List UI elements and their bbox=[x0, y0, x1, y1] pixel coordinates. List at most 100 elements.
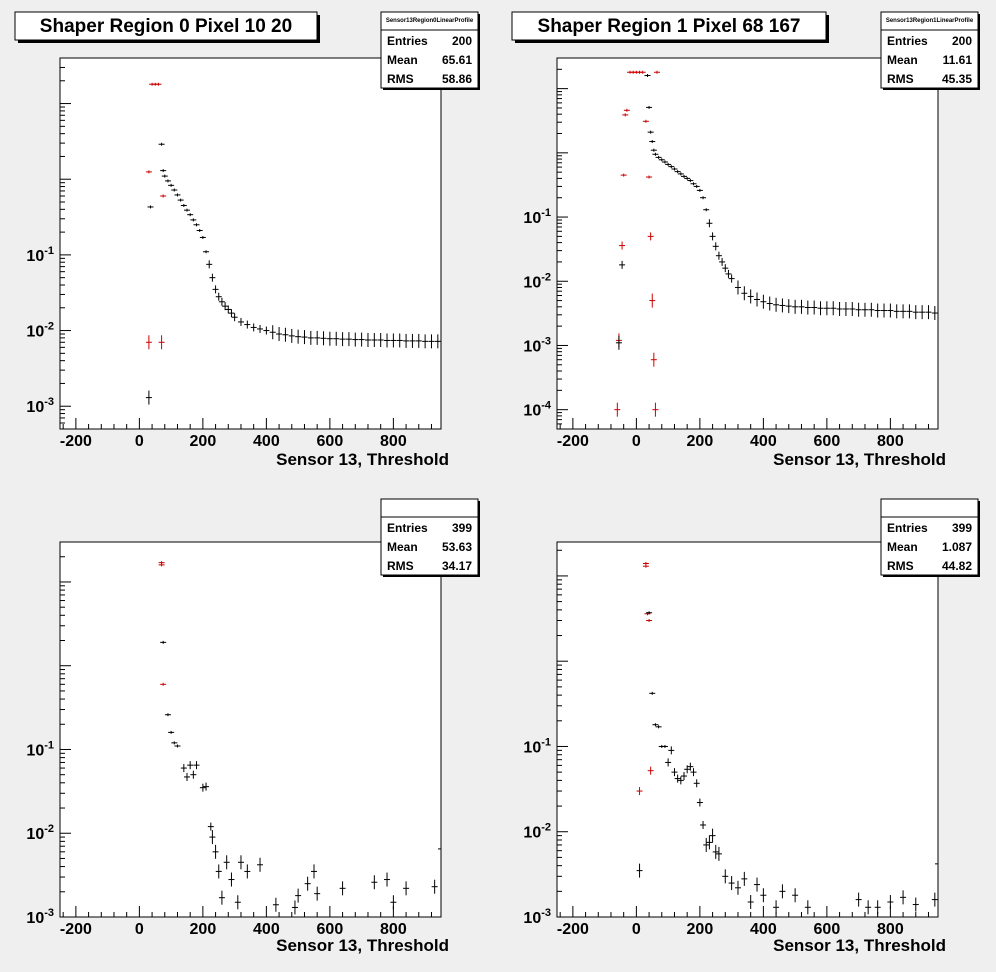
data-point bbox=[706, 219, 713, 228]
x-tick-label: 600 bbox=[814, 433, 841, 450]
data-point bbox=[174, 744, 181, 748]
data-point bbox=[145, 170, 152, 174]
data-point bbox=[836, 301, 843, 316]
data-point bbox=[823, 301, 830, 316]
x-tick-label: 800 bbox=[380, 433, 407, 450]
data-point bbox=[668, 165, 675, 169]
data-point bbox=[636, 787, 643, 796]
x-tick-label: 600 bbox=[814, 921, 841, 938]
data-point bbox=[684, 176, 691, 180]
stats-label-mean: Mean bbox=[887, 540, 918, 554]
data-point bbox=[722, 264, 729, 273]
data-point bbox=[792, 299, 799, 314]
y-tick-label: 10-4 bbox=[523, 400, 551, 420]
data-point bbox=[371, 333, 378, 348]
stats-value-rms: 34.17 bbox=[442, 559, 472, 573]
data-point bbox=[639, 70, 646, 74]
x-axis-title: Sensor 13, Threshold bbox=[276, 450, 449, 469]
data-point bbox=[231, 313, 238, 322]
data-point bbox=[668, 746, 675, 755]
data-point bbox=[681, 772, 687, 781]
data-point bbox=[642, 119, 649, 123]
data-point bbox=[681, 174, 687, 178]
data-point bbox=[700, 820, 707, 829]
data-point bbox=[190, 770, 197, 779]
plot-frame bbox=[59, 57, 442, 430]
data-point bbox=[715, 846, 722, 861]
data-point bbox=[147, 205, 154, 209]
stats-value-mean: 53.63 bbox=[442, 540, 472, 554]
data-point bbox=[164, 713, 171, 717]
data-point bbox=[223, 855, 230, 870]
data-point bbox=[314, 886, 321, 901]
chart-panel-2: -200020040060080010-310-210-110NaN10NaNS… bbox=[14, 0, 480, 955]
chart-title: Shaper Region 0 Pixel 10 20 bbox=[40, 16, 292, 37]
x-tick-label: 600 bbox=[317, 433, 344, 450]
data-point bbox=[307, 330, 314, 345]
data-points bbox=[145, 82, 441, 405]
data-point bbox=[269, 325, 276, 340]
data-point bbox=[754, 877, 761, 892]
stats-value-entries: 200 bbox=[952, 34, 972, 48]
data-point bbox=[649, 140, 656, 144]
data-point bbox=[160, 194, 167, 198]
data-point bbox=[244, 320, 251, 329]
data-point bbox=[371, 875, 378, 890]
y-tick-label: 10-2 bbox=[523, 271, 551, 291]
stats-box: Entries 399 Mean 53.63 RMS 34.17 bbox=[380, 498, 480, 577]
data-point bbox=[196, 229, 203, 233]
data-point bbox=[650, 148, 657, 152]
data-point bbox=[684, 765, 691, 774]
data-point bbox=[187, 213, 194, 217]
stats-value-rms: 44.82 bbox=[942, 559, 972, 573]
data-point bbox=[145, 335, 152, 350]
x-tick-label: -200 bbox=[60, 433, 92, 450]
data-point bbox=[431, 879, 438, 894]
data-point bbox=[741, 871, 748, 886]
data-point bbox=[295, 329, 302, 344]
stats-frame bbox=[380, 498, 479, 576]
data-point bbox=[225, 305, 232, 314]
data-point bbox=[390, 333, 397, 348]
data-points bbox=[614, 70, 938, 417]
y-tick-label: 10-2 bbox=[26, 321, 54, 341]
data-point bbox=[311, 864, 317, 879]
x-tick-label: 800 bbox=[877, 921, 904, 938]
data-point bbox=[785, 299, 792, 314]
data-point bbox=[620, 173, 627, 177]
data-point bbox=[868, 302, 875, 317]
plot-frame bbox=[59, 541, 442, 918]
data-point bbox=[734, 280, 741, 295]
data-point bbox=[754, 292, 761, 307]
stats-value-mean: 65.61 bbox=[442, 53, 472, 67]
data-point bbox=[174, 193, 181, 197]
data-point bbox=[212, 285, 219, 294]
data-point bbox=[345, 332, 352, 347]
data-point bbox=[301, 330, 308, 345]
x-tick-label: 0 bbox=[632, 921, 641, 938]
x-tick-label: 0 bbox=[135, 433, 144, 450]
data-point bbox=[855, 892, 862, 907]
y-tick-label: 10-3 bbox=[523, 335, 551, 355]
data-point bbox=[168, 183, 175, 187]
data-point bbox=[696, 798, 703, 807]
data-point bbox=[893, 304, 900, 319]
data-point bbox=[415, 333, 422, 348]
x-tick-label: 200 bbox=[687, 921, 714, 938]
y-tick-label: 10NaN bbox=[14, 0, 54, 4]
data-point bbox=[760, 888, 767, 903]
data-point bbox=[817, 301, 824, 316]
stats-value-rms: 58.86 bbox=[442, 72, 472, 86]
data-point bbox=[642, 561, 649, 565]
data-point bbox=[671, 167, 678, 171]
plot-frame bbox=[556, 541, 939, 918]
data-point bbox=[747, 894, 754, 909]
data-point bbox=[193, 223, 200, 227]
stats-value-mean: 11.61 bbox=[943, 53, 973, 67]
data-point bbox=[760, 294, 767, 309]
data-point bbox=[228, 872, 235, 887]
data-point bbox=[614, 402, 621, 417]
data-point bbox=[203, 782, 210, 791]
data-point bbox=[160, 640, 167, 644]
data-point bbox=[734, 880, 741, 895]
